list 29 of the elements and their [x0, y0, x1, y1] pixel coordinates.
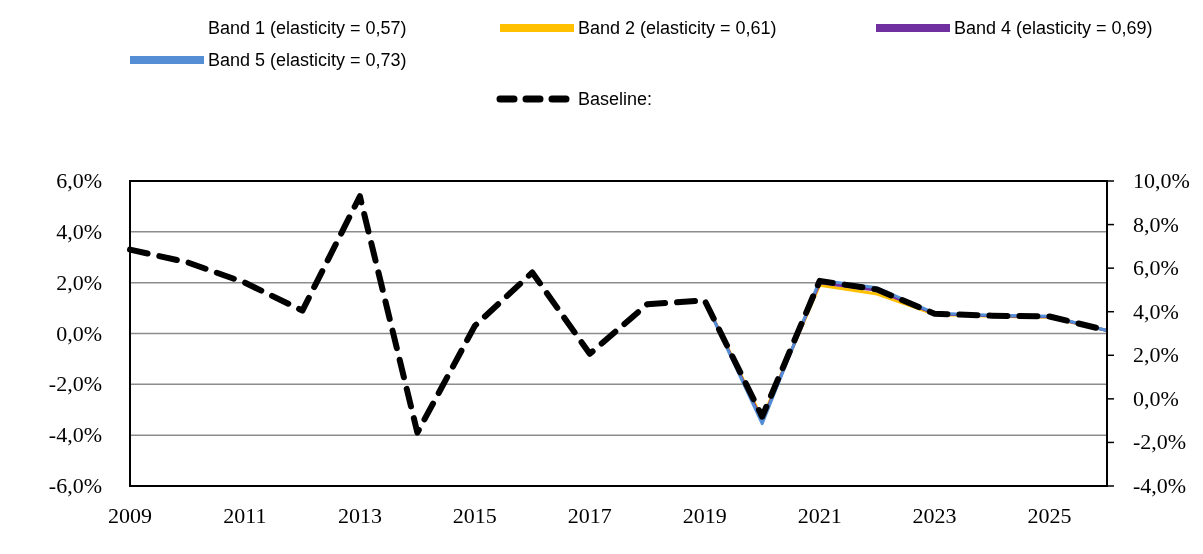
- x-tick-label: 2009: [108, 503, 152, 528]
- y2-tick-label: 4,0%: [1133, 298, 1179, 324]
- y2-tick-label: -2,0%: [1133, 429, 1187, 455]
- y2-tick-label: 0,0%: [1133, 385, 1179, 411]
- y-tick-label: 2,0%: [56, 269, 102, 295]
- text: Band 1 (elasticity = 0,57): [208, 18, 407, 38]
- y-tick-label: 6,0%: [56, 168, 102, 193]
- y2-tick-label: -4,0%: [1133, 473, 1187, 498]
- y-tick-label: -2,0%: [48, 371, 102, 397]
- y2-tick-label: 2,0%: [1133, 342, 1179, 368]
- x-tick-label: 2011: [223, 503, 267, 528]
- y-tick-label: 0,0%: [56, 320, 102, 346]
- legend-label: Band 2 (elasticity = 0,61): [578, 18, 777, 38]
- x-tick-label: 2017: [567, 503, 612, 528]
- y-tick-label: 4,0%: [56, 218, 102, 244]
- y-tick-label: -4,0%: [48, 422, 102, 448]
- x-tick-label: 2015: [452, 503, 497, 528]
- x-tick-label: 2013: [337, 503, 382, 528]
- legend-label: Band 5 (elasticity = 0,73): [208, 50, 407, 70]
- x-tick-label: 2023: [912, 503, 957, 528]
- x-tick-label: 2025: [1027, 503, 1072, 528]
- x-tick-label: 2021: [797, 503, 842, 528]
- y2-tick-label: 10,0%: [1133, 168, 1190, 193]
- y2-tick-label: 6,0%: [1133, 255, 1179, 281]
- legend-label: Band 4 (elasticity = 0,69): [954, 18, 1153, 38]
- y-tick-label: -6,0%: [48, 473, 102, 498]
- y2-tick-label: 8,0%: [1133, 211, 1179, 237]
- x-tick-label: 2019: [682, 503, 727, 528]
- legend-label: Baseline:: [578, 89, 653, 109]
